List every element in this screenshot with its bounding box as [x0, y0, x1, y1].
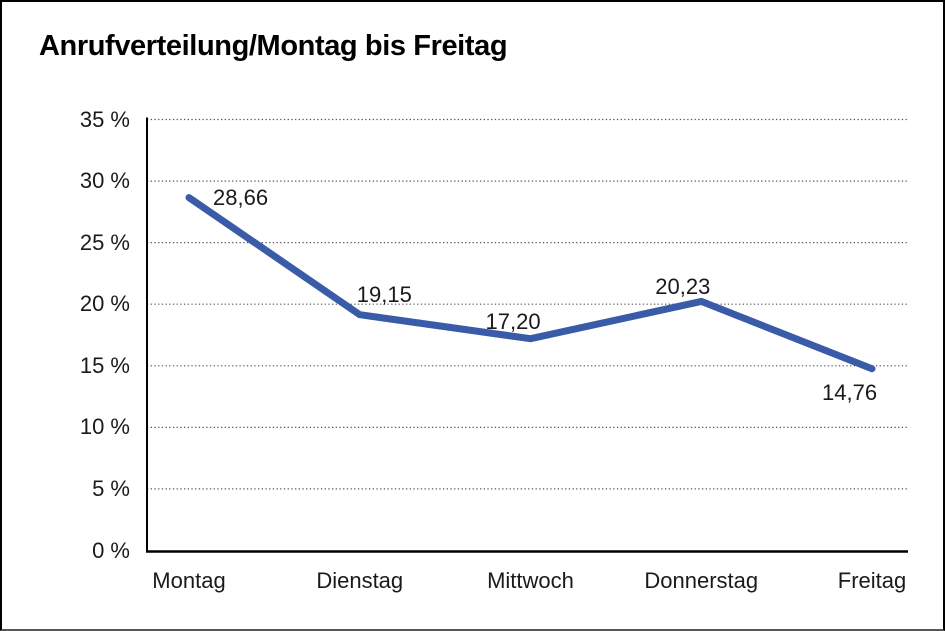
x-tick-label: Mittwoch — [487, 568, 574, 593]
y-tick-label: 5 % — [92, 475, 130, 501]
data-value-label: 28,66 — [213, 184, 269, 210]
axes — [146, 117, 908, 553]
chart-title: Anrufverteilung/Montag bis Freitag — [39, 30, 508, 62]
x-tick-label: Dienstag — [316, 568, 404, 593]
data-value-label: 17,20 — [485, 308, 541, 334]
y-tick-label: 0 % — [92, 537, 130, 563]
data-line — [185, 194, 876, 373]
x-tick-label: Donnerstag — [644, 568, 759, 593]
y-tick-label: 30 % — [79, 168, 130, 194]
y-tick-label: 20 % — [79, 291, 130, 317]
data-line-group — [185, 194, 876, 373]
data-value-label: 20,23 — [655, 274, 711, 300]
y-tick-label: 10 % — [79, 414, 130, 440]
gridlines — [147, 118, 908, 490]
y-tick-label: 35 % — [79, 106, 130, 132]
y-tick-label: 15 % — [79, 352, 130, 378]
x-tick-label: Montag — [152, 568, 226, 593]
x-tick-label: Freitag — [837, 568, 907, 593]
y-tick-label: 25 % — [79, 229, 130, 255]
data-value-label: 19,15 — [356, 281, 412, 307]
data-value-label: 14,76 — [822, 379, 878, 405]
